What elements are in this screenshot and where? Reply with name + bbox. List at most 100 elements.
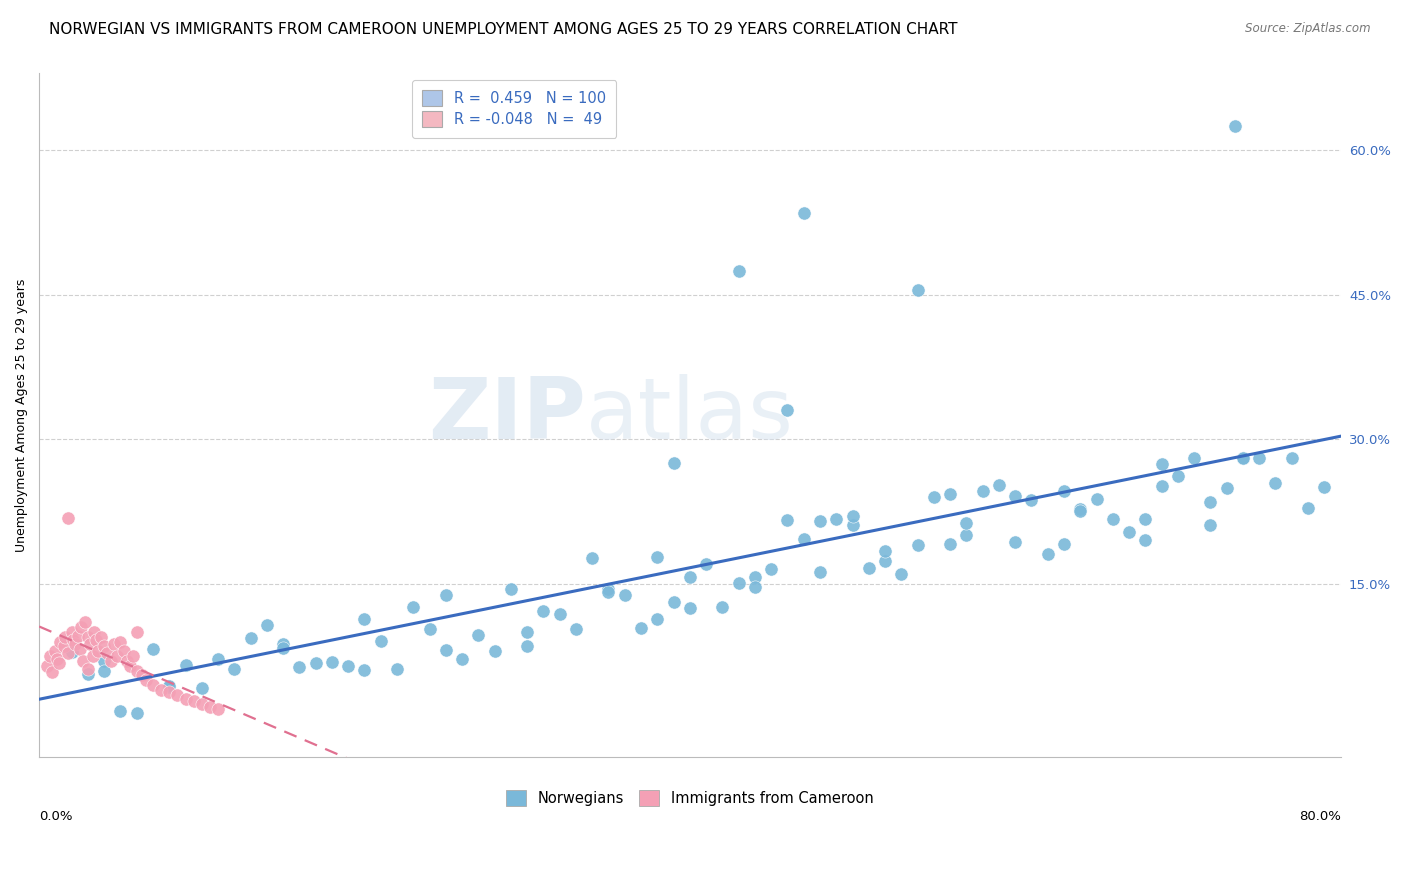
Point [1135,512,1157,526]
Point [1069,502,1091,516]
Point [69,642,91,657]
Point [1150,479,1173,493]
Point [83,624,105,639]
Point [321,655,343,669]
Point [1004,535,1026,549]
Point [1167,469,1189,483]
Point [1118,524,1140,539]
Point [353,664,375,678]
Point [84,632,107,647]
Point [385,662,408,676]
Point [516,625,538,640]
Point [77,666,100,681]
Point [1264,476,1286,491]
Point [434,588,457,602]
Point [808,514,831,528]
Point [1232,451,1254,466]
Point [142,678,165,692]
Point [1053,537,1076,551]
Point [288,660,311,674]
Point [630,621,652,635]
Point [110,705,132,719]
Legend: Norwegians, Immigrants from Cameroon: Norwegians, Immigrants from Cameroon [501,784,880,812]
Point [434,643,457,657]
Point [645,549,668,564]
Point [793,205,815,219]
Point [49,634,72,648]
Point [484,644,506,658]
Point [41,665,63,680]
Point [499,582,522,596]
Point [1053,484,1076,499]
Point [679,570,702,584]
Point [581,550,603,565]
Point [516,639,538,653]
Point [1281,451,1303,466]
Point [157,684,180,698]
Point [224,662,246,676]
Point [58,511,80,525]
Point [37,658,59,673]
Point [77,630,100,644]
Point [271,637,294,651]
Point [157,680,180,694]
Point [548,607,571,621]
Point [63,636,86,650]
Point [1021,493,1043,508]
Point [110,634,132,648]
Point [96,646,118,660]
Point [150,682,173,697]
Point [53,630,76,644]
Point [52,640,75,654]
Point [1199,495,1222,509]
Point [174,692,197,706]
Point [1223,119,1246,133]
Point [1215,481,1237,495]
Point [1069,504,1091,518]
Point [90,630,112,644]
Point [841,518,863,533]
Point [93,640,115,654]
Point [744,570,766,584]
Point [759,562,782,576]
Point [858,561,880,575]
Point [890,566,912,581]
Point [198,700,221,714]
Point [70,620,93,634]
Point [662,594,685,608]
Point [1232,451,1254,466]
Point [955,528,977,542]
Point [39,649,62,664]
Point [939,487,962,501]
Point [174,658,197,673]
Point [467,627,489,641]
Point [207,652,229,666]
Point [58,646,80,660]
Point [48,656,70,670]
Point [86,644,108,658]
Point [776,403,799,417]
Point [451,651,474,665]
Point [1135,533,1157,548]
Point [598,585,620,599]
Text: 80.0%: 80.0% [1299,810,1340,823]
Point [271,640,294,655]
Point [207,702,229,716]
Text: atlas: atlas [586,374,794,457]
Point [987,478,1010,492]
Point [79,636,101,650]
Point [1313,480,1336,494]
Point [77,662,100,676]
Point [531,604,554,618]
Point [1036,548,1059,562]
Point [402,599,425,614]
Point [142,642,165,657]
Point [131,668,153,682]
Point [598,582,620,597]
Point [793,532,815,546]
Point [239,632,262,646]
Point [93,664,115,678]
Point [907,283,929,297]
Point [67,629,90,643]
Point [873,544,896,558]
